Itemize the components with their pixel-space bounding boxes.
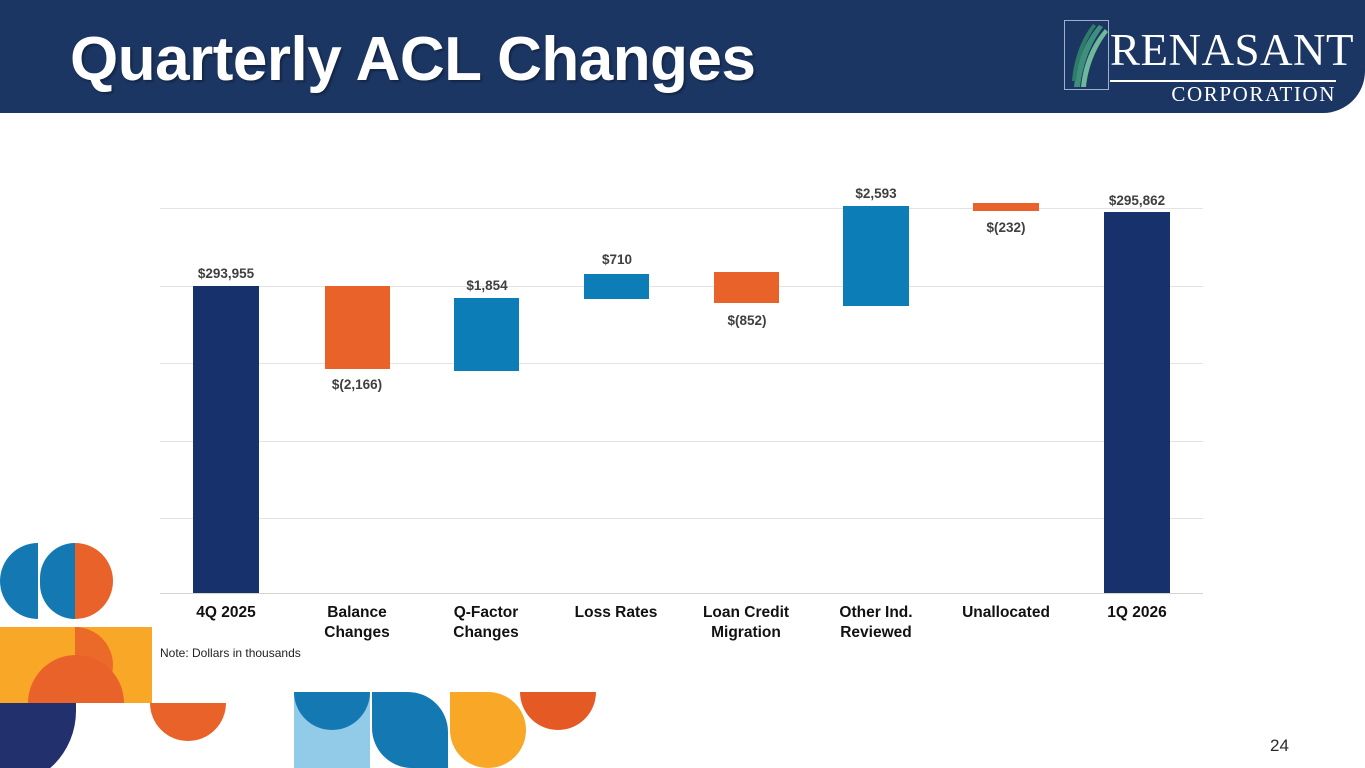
bar-4q-2025[interactable] bbox=[193, 286, 259, 593]
decor-navy-quarter-disc bbox=[0, 703, 76, 768]
value-label-q-factor-changes: $1,854 bbox=[466, 278, 508, 293]
bar-q-factor-changes[interactable] bbox=[454, 298, 519, 371]
decor-bottom-cluster bbox=[294, 692, 596, 768]
value-label-loan-credit-migration: $(852) bbox=[727, 313, 767, 328]
value-label-unallocated: $(232) bbox=[986, 220, 1026, 235]
swoosh-svg bbox=[1072, 24, 1108, 87]
decor-orange-bottom-disc bbox=[520, 692, 596, 730]
axis-label-unallocated: Unallocated bbox=[962, 604, 1050, 621]
gridline bbox=[160, 518, 1203, 519]
bar-1q-2026[interactable] bbox=[1104, 212, 1170, 593]
axis-label-loan-credit-migration: Loan Credit Migration bbox=[702, 604, 790, 641]
chart-note: Note: Dollars in thousands bbox=[160, 646, 301, 660]
page-title: Quarterly ACL Changes bbox=[70, 25, 756, 94]
plot-area: $293,955 $(2,166) $1,854 $710 $(852) $2,… bbox=[160, 173, 1203, 641]
waterfall-chart: $293,955 $(2,166) $1,854 $710 $(852) $2,… bbox=[0, 113, 1365, 768]
axis-baseline bbox=[160, 593, 1203, 594]
gridline bbox=[160, 208, 1203, 209]
bar-unallocated[interactable] bbox=[973, 203, 1039, 211]
logo-subtitle: CORPORATION bbox=[1171, 82, 1336, 106]
gridline bbox=[160, 363, 1203, 364]
decor-blue-quarter-disc bbox=[40, 543, 75, 619]
bar-loss-rates[interactable] bbox=[584, 274, 649, 299]
decor-orange-half-disc bbox=[75, 543, 113, 619]
bar-balance-changes[interactable] bbox=[325, 286, 390, 369]
value-label-other-ind-reviewed: $2,593 bbox=[855, 186, 897, 201]
axis-label-balance-changes: Balance Changes bbox=[324, 604, 390, 641]
decor-left-cluster bbox=[0, 543, 232, 768]
decor-amber-leaf bbox=[450, 692, 526, 768]
axis-label-4q-2025: 4Q 2025 bbox=[196, 604, 256, 621]
bar-loan-credit-migration[interactable] bbox=[714, 272, 779, 303]
logo-wordmark: RENASANT bbox=[1110, 25, 1355, 75]
logo-divider bbox=[1110, 80, 1336, 82]
axis-label-q-factor-changes: Q-Factor Changes bbox=[453, 604, 519, 641]
page-number: 24 bbox=[1270, 736, 1289, 755]
axis-label-1q-2026: 1Q 2026 bbox=[1107, 604, 1167, 621]
slide-header: Quarterly ACL Changes RENASANT CORPORATI… bbox=[0, 0, 1365, 113]
value-label-balance-changes: $(2,166) bbox=[331, 377, 383, 392]
gridline bbox=[160, 441, 1203, 442]
value-label-4q-2025: $293,955 bbox=[197, 266, 255, 281]
gridline bbox=[160, 286, 1203, 287]
decor-blue-leaf bbox=[372, 692, 448, 768]
axis-label-other-ind-reviewed: Other Ind. Reviewed bbox=[839, 604, 913, 641]
decor-blue-half-disc bbox=[0, 543, 38, 619]
value-label-1q-2026: $295,862 bbox=[1108, 193, 1166, 208]
axis-label-loss-rates: Loss Rates bbox=[574, 604, 658, 621]
bar-other-ind-reviewed[interactable] bbox=[843, 206, 909, 306]
renasant-logo: RENASANT CORPORATION bbox=[1064, 20, 1354, 106]
value-label-loss-rates: $710 bbox=[601, 252, 633, 267]
decor-orange-bottom-half-disc bbox=[150, 703, 226, 741]
logo-swoosh-icon bbox=[1064, 20, 1109, 90]
